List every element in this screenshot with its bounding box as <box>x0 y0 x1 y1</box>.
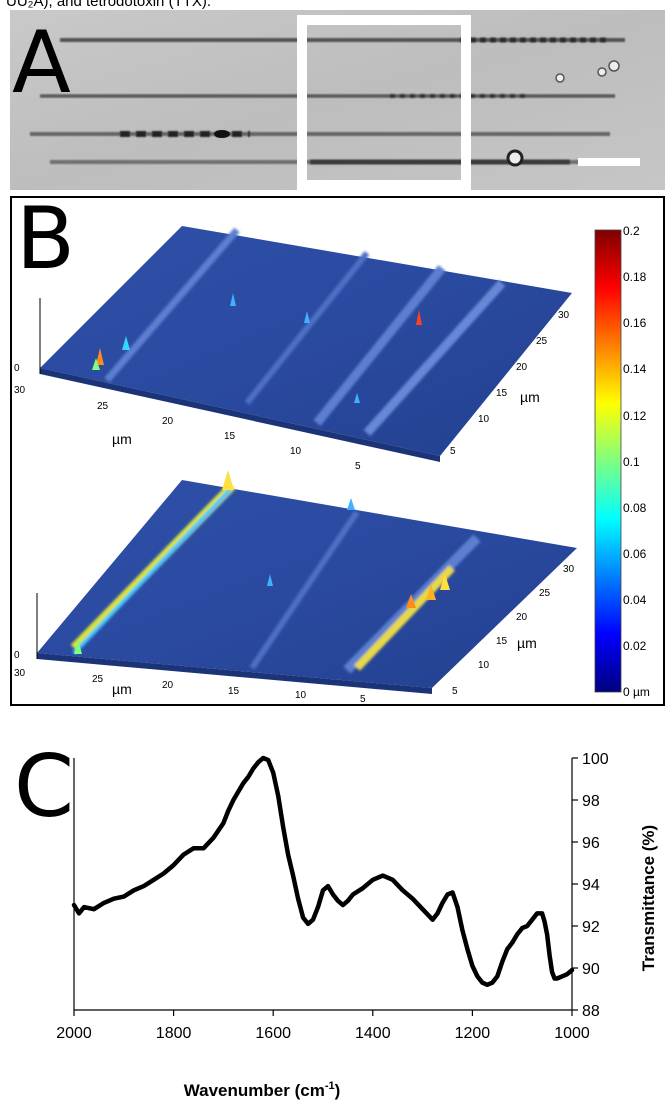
front-tick-label: 10 <box>295 690 307 701</box>
front-tick-label: 30 <box>14 385 26 396</box>
particle <box>555 73 565 83</box>
front-axis-ticks: 30 25 20 15 10 5 <box>14 385 361 472</box>
ir-spectrum-chart: 2000 1800 1600 1400 1200 1000 88 90 92 94 96 98 100… <box>56 751 658 1100</box>
surface-ridges <box>104 227 506 437</box>
x-tick-label: 1000 <box>554 1025 590 1042</box>
x-tick-label: 1600 <box>255 1025 291 1042</box>
surface-plot-lower: 0 30 25 20 15 10 5 µm 30 25 20 15 10 5 µ… <box>14 470 577 705</box>
front-tick-label: 25 <box>92 674 104 685</box>
side-tick-label: 25 <box>536 336 548 347</box>
colorbar-tick: 0.12 <box>623 409 647 423</box>
side-axis-ticks: 30 25 20 15 10 5 <box>450 310 570 457</box>
colorbar-tick: 0.02 <box>623 639 647 653</box>
side-tick-label: 10 <box>478 660 490 671</box>
surface-peaks <box>92 293 422 403</box>
x-axis-ticks: 2000 1800 1600 1400 1200 1000 <box>56 1010 590 1042</box>
side-tick-label: 30 <box>563 564 575 575</box>
colorbar-tick: 0.1 <box>623 455 640 469</box>
side-tick-label: 30 <box>558 310 570 321</box>
side-tick-label: 15 <box>496 388 508 399</box>
panel-b-surface-plots: 0 30 25 20 15 10 5 µm 30 25 20 15 10 5 µ… <box>10 196 665 706</box>
surface-plots-svg: 0 30 25 20 15 10 5 µm 30 25 20 15 10 5 µ… <box>14 224 650 705</box>
zoom-region-box <box>297 15 471 190</box>
cell-body <box>506 149 524 167</box>
front-tick-label: 30 <box>14 668 26 679</box>
y-tick-label: 88 <box>582 1003 600 1020</box>
scale-bar <box>578 158 640 166</box>
side-axis-ticks: 30 25 20 15 10 5 <box>452 564 575 697</box>
panel-letter-c: C <box>14 737 75 837</box>
x-tick-label: 2000 <box>56 1025 92 1042</box>
x-tick-label: 1200 <box>455 1025 491 1042</box>
y-axis-ticks: 88 90 92 94 96 98 100 <box>572 751 609 1020</box>
x-tick-label: 1800 <box>156 1025 192 1042</box>
side-tick-label: 5 <box>450 446 456 457</box>
x-tick-label: 1400 <box>355 1025 391 1042</box>
panel-a-micrograph: A <box>10 10 665 190</box>
x-axis-title: Wavenumber (cm-1) <box>184 1080 341 1100</box>
colorbar-tick: 0 µm <box>623 685 650 699</box>
side-tick-label: 25 <box>539 588 551 599</box>
panel-c-ir-spectrum: 2000 1800 1600 1400 1200 1000 88 90 92 94 96 98 100… <box>0 744 667 1107</box>
fiber-lines <box>30 37 625 165</box>
y-tick-label: 98 <box>582 793 600 810</box>
front-tick-label: 10 <box>290 446 302 457</box>
front-axis-unit-label: µm <box>112 431 132 447</box>
debris-blob <box>214 130 230 138</box>
chart-series <box>71 755 575 988</box>
side-tick-label: 15 <box>496 636 508 647</box>
y-tick-label: 90 <box>582 961 600 978</box>
colorbar-tick: 0.06 <box>623 547 647 561</box>
surface-front-edge <box>40 368 440 462</box>
colorbar-tick: 0.04 <box>623 593 647 607</box>
side-tick-label: 10 <box>478 414 490 425</box>
y-tick-label: 100 <box>582 751 609 768</box>
front-axis-unit-label: µm <box>112 681 132 697</box>
y-axis-title: Transmittance (%) <box>639 825 658 971</box>
particle <box>597 67 607 77</box>
panel-letter-b: B <box>16 189 75 289</box>
front-tick-label: 5 <box>360 694 366 704</box>
surface-top-face <box>40 226 572 456</box>
y-tick-label: 96 <box>582 835 600 852</box>
side-axis-unit-label: µm <box>520 389 540 405</box>
surface-front-edge <box>37 653 432 694</box>
front-tick-label: 15 <box>228 686 240 697</box>
colorbar-tick: 0.16 <box>623 316 647 330</box>
surface-plot-upper: 0 30 25 20 15 10 5 µm 30 25 20 15 10 5 µ… <box>14 226 572 472</box>
front-axis-ticks: 30 25 20 15 10 5 <box>14 668 366 705</box>
colorbar-tick: 0.08 <box>623 501 647 515</box>
y-tick-label: 92 <box>582 919 600 936</box>
z-axis-label: 0 <box>14 650 20 661</box>
front-tick-label: 25 <box>97 401 109 412</box>
colorbar-gradient <box>594 229 622 693</box>
side-tick-label: 20 <box>516 362 528 373</box>
front-tick-label: 5 <box>355 461 361 472</box>
particle <box>608 60 620 72</box>
front-tick-label: 20 <box>162 680 174 691</box>
colorbar-tick: 0.2 <box>623 224 640 238</box>
surface-peaks <box>74 470 450 654</box>
front-tick-label: 20 <box>162 416 174 427</box>
side-tick-label: 5 <box>452 686 458 697</box>
colorbar-tick: 0.18 <box>623 270 647 284</box>
colorbar: 0.2 0.18 0.16 0.14 0.12 0.1 0.08 0.06 0.… <box>594 224 650 699</box>
y-tick-label: 94 <box>582 877 600 894</box>
panel-letter-a: A <box>12 13 71 113</box>
colorbar-tick: 0.14 <box>623 362 647 376</box>
z-axis-label: 0 <box>14 363 20 374</box>
micrograph-image <box>10 10 665 190</box>
side-axis-unit-label: µm <box>517 635 537 651</box>
side-tick-label: 20 <box>516 612 528 623</box>
spectrum-line <box>71 755 575 988</box>
figure-caption-fragment: UU₂A), and tetrodotoxin (TTX). <box>6 0 212 10</box>
front-tick-label: 15 <box>224 431 236 442</box>
